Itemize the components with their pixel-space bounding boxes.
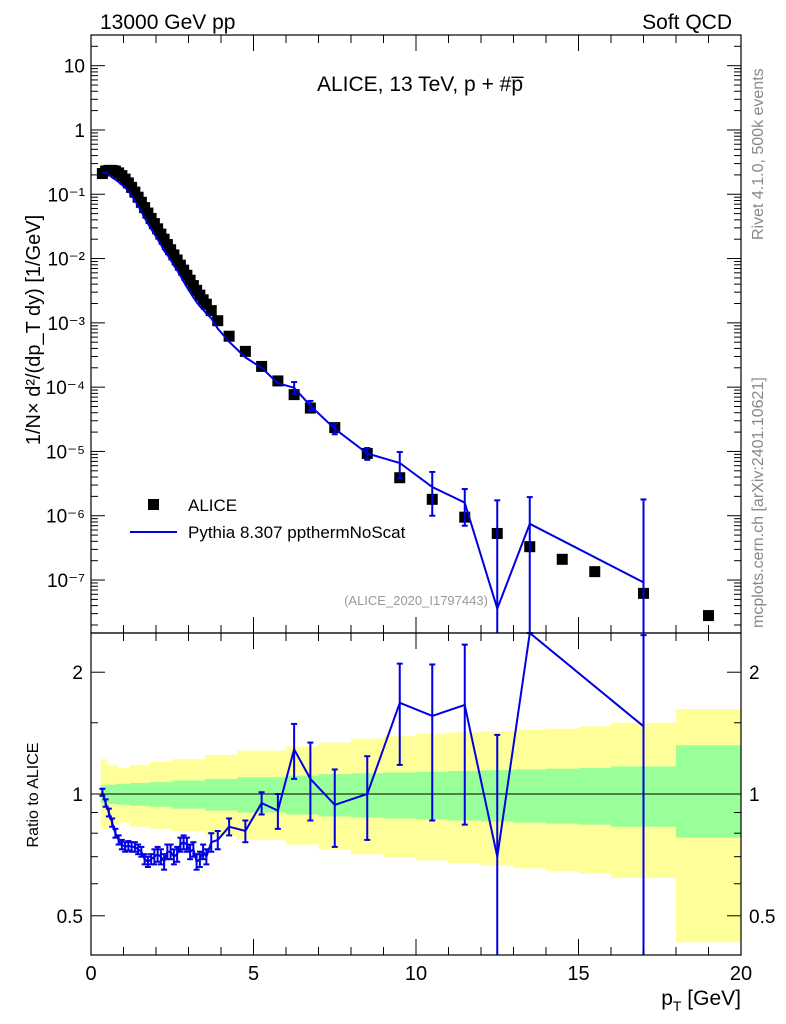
ratio-ytick-label-right: 2 <box>749 663 760 684</box>
mcplots-label: mcplots.cern.ch [arXiv:2401.10621] <box>750 377 767 628</box>
legend-marker-alice <box>148 499 159 510</box>
alice-marker <box>205 305 217 317</box>
band-inner-segment <box>513 769 547 823</box>
main-ytick-label: 10⁻¹ <box>48 185 86 206</box>
x-tick-label: 5 <box>248 963 259 985</box>
ratio-ytick-label: 0.5 <box>57 907 83 928</box>
main-title: ALICE, 13 TeV, p + #p̅ <box>317 73 525 96</box>
legend-label-alice: ALICE <box>188 496 237 515</box>
x-axis-label-unit: [GeV] <box>681 987 741 1010</box>
alice-marker <box>200 298 212 310</box>
alice-marker <box>556 553 568 565</box>
alice-marker <box>212 315 224 327</box>
main-ytick-label: 10⁻² <box>48 250 86 271</box>
header-right: Soft QCD <box>642 11 732 34</box>
x-tick-label: 15 <box>567 963 589 985</box>
header-left: 13000 GeV pp <box>100 11 235 34</box>
main-ytick-label: 10⁻⁵ <box>46 442 85 463</box>
legend: ALICE Pythia 8.307 ppthermNoScat <box>130 496 406 542</box>
alice-marker <box>239 345 251 357</box>
band-inner-segment <box>676 745 742 838</box>
ratio-ytick-label: 2 <box>72 663 83 684</box>
ratio-frame <box>90 632 742 956</box>
alice-marker <box>272 375 284 387</box>
ratio-ytick-label-right: 0.5 <box>749 907 775 928</box>
x-tick-label: 0 <box>85 963 96 985</box>
alice-marker <box>223 330 235 342</box>
main-ylabel: 1/N× d²/(dp_T dy) [1/GeV] <box>23 215 45 445</box>
x-axis-label-sub: T <box>673 998 682 1014</box>
main-panel: 10 1 10⁻¹ 10⁻² 10⁻³ 10⁻⁴ 10⁻⁵ 10⁻⁶ 10⁻⁷ ALICE, 1… <box>23 34 742 634</box>
ratio-panel: 0.5 0.51 12 20 5 10 15 20 Ratio to ALICE <box>25 631 775 985</box>
ratio-ytick-label: 1 <box>72 785 83 806</box>
main-ytick-label: 10⁻⁶ <box>46 507 85 528</box>
x-axis-label-p: p <box>661 987 673 1010</box>
alice-marker <box>703 610 714 622</box>
x-tick-label: 20 <box>730 963 752 985</box>
main-watermark: (ALICE_2020_I1797443) <box>344 593 488 608</box>
main-ytick-label: 10⁻⁷ <box>47 571 85 592</box>
band-inner-segment <box>578 767 612 825</box>
legend-label-pythia: Pythia 8.307 ppthermNoScat <box>188 523 406 542</box>
ratio-ytick-label-right: 1 <box>749 785 760 806</box>
main-ytick-label: 1 <box>74 121 85 142</box>
band-inner-segment <box>546 768 579 824</box>
rivet-label: Rivet 4.1.0, 500k events <box>750 68 767 240</box>
main-ytick-label: 10⁻⁴ <box>46 378 85 399</box>
pythia-line <box>102 171 644 612</box>
ratio-ylabel: Ratio to ALICE <box>25 743 42 848</box>
band-inner-segment <box>172 780 206 809</box>
main-ytick-label: 10⁻³ <box>48 314 86 335</box>
alice-marker <box>589 566 601 578</box>
x-tick-label: 10 <box>405 963 427 985</box>
x-axis-label: pT [GeV] <box>661 987 741 1014</box>
alice-marker <box>256 360 268 372</box>
band-inner-segment <box>204 778 238 811</box>
main-ytick-label: 10 <box>64 57 85 78</box>
band-inner-segment <box>383 772 417 819</box>
